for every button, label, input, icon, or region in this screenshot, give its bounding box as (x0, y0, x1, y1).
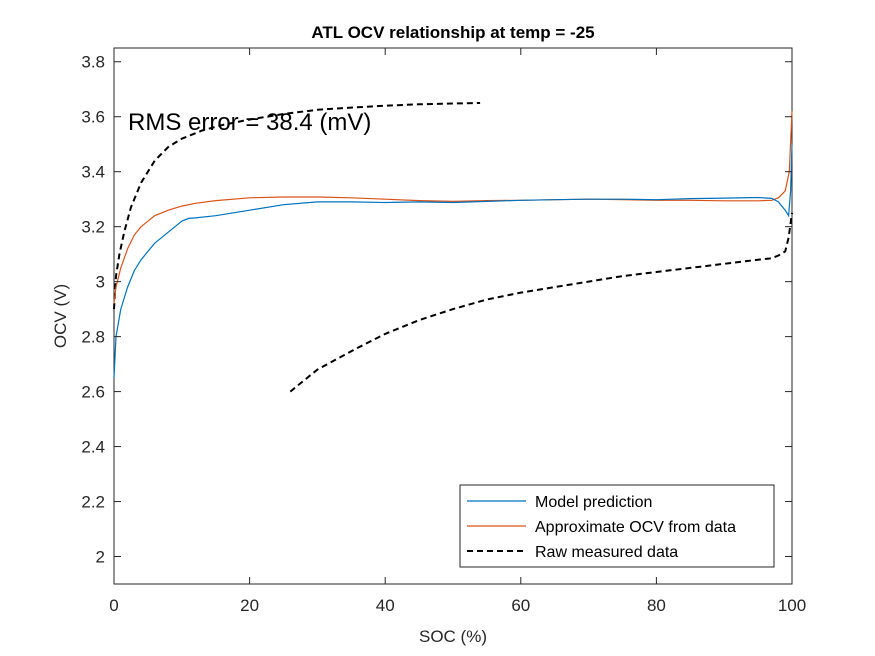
x-tick-label: 100 (778, 596, 806, 615)
y-tick-label: 3.6 (81, 108, 105, 127)
y-tick-label: 2 (96, 548, 105, 567)
chart-title: ATL OCV relationship at temp = -25 (311, 23, 594, 42)
y-tick-label: 2.6 (81, 383, 105, 402)
x-axis: 0 20 40 60 80 100 (109, 48, 806, 615)
y-tick-label: 3.8 (81, 53, 105, 72)
x-tick-label: 20 (240, 596, 259, 615)
series-layer (113, 102, 793, 393)
y-axis: 2 2.2 2.4 2.6 2.8 3 3.2 3.4 3.6 3.8 (81, 53, 792, 567)
series-raw-measured-upper (113, 102, 481, 310)
x-tick-label: 60 (511, 596, 530, 615)
series-model-prediction (113, 144, 793, 378)
y-axis-label: OCV (V) (51, 284, 70, 348)
rms-error-annotation: RMS error = 38.4 (mV) (128, 109, 371, 136)
x-tick-label: 80 (647, 596, 666, 615)
y-tick-label: 2.8 (81, 328, 105, 347)
y-tick-label: 3.4 (81, 163, 105, 182)
legend: Model prediction Approximate OCV from dat… (459, 484, 775, 568)
series-raw-measured-lower (289, 212, 793, 393)
x-axis-label: SOC (%) (419, 627, 487, 646)
y-tick-label: 2.2 (81, 493, 105, 512)
y-tick-label: 2.4 (81, 438, 105, 457)
x-tick-label: 0 (109, 596, 118, 615)
y-tick-label: 3 (96, 273, 105, 292)
legend-item-approximate-ocv-label: Approximate OCV from data (535, 519, 736, 536)
series-approximate-ocv (113, 111, 793, 304)
x-tick-label: 40 (376, 596, 395, 615)
legend-item-model-prediction-label: Model prediction (535, 494, 652, 511)
y-tick-label: 3.2 (81, 218, 105, 237)
legend-item-raw-measured-label: Raw measured data (535, 544, 678, 561)
